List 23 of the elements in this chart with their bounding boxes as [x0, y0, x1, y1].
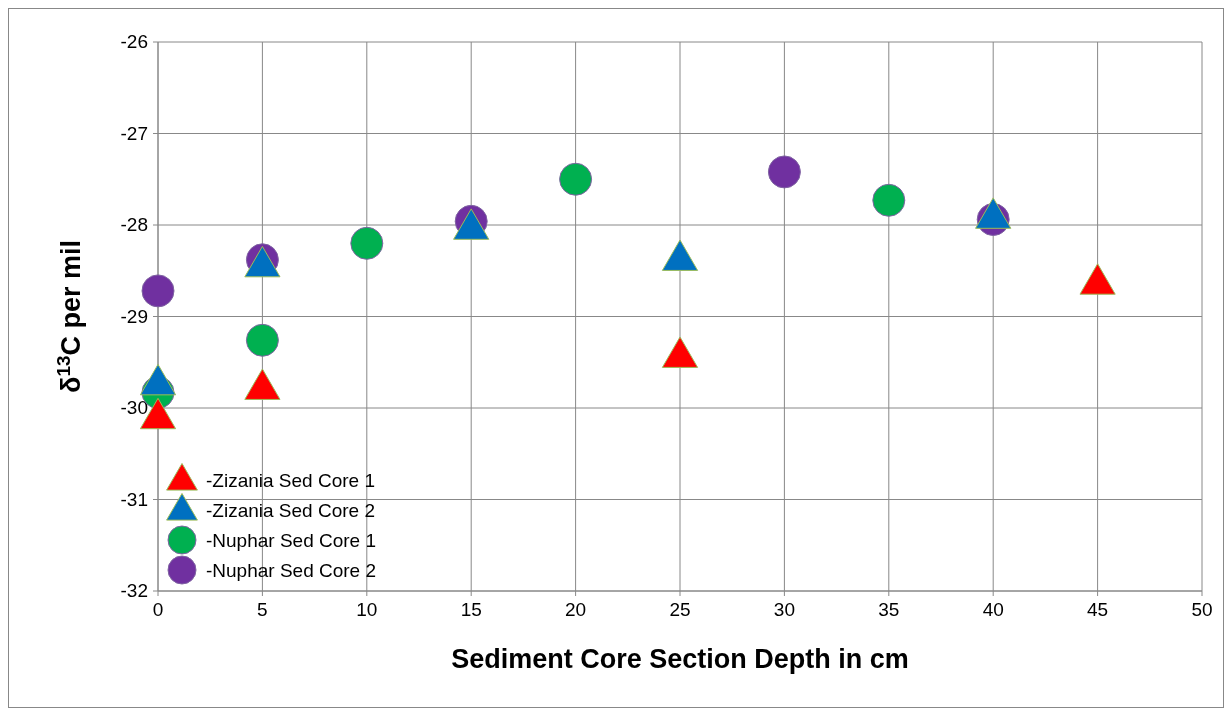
y-tick-label: -31 — [120, 488, 148, 510]
x-tick-label: 45 — [1087, 599, 1109, 620]
x-tick-label: 5 — [257, 599, 268, 620]
x-tick-label: 0 — [152, 599, 164, 620]
y-tick-label: -32 — [120, 580, 148, 601]
x-tick-label: 20 — [565, 599, 587, 620]
y-tick-label: -30 — [120, 397, 148, 418]
y-tick-label: -26 — [120, 31, 148, 52]
x-axis-title: Sediment Core Section Depth in cm — [451, 644, 909, 674]
legend-label: -Nuphar Sed Core 1 — [206, 530, 377, 551]
legend-label: -Nuphar Sed Core 2 — [206, 560, 377, 581]
y-tick-label: -28 — [120, 214, 148, 235]
legend-label: -Zizania Sed Core 1 — [206, 470, 375, 491]
x-tick-label: 10 — [356, 599, 378, 620]
y-tick-label: -29 — [120, 305, 148, 327]
x-tick-label: 50 — [1191, 599, 1213, 620]
x-tick-label: 30 — [773, 599, 795, 620]
x-tick-label: 40 — [982, 599, 1004, 620]
x-tick-label: 25 — [669, 599, 691, 620]
x-tick-label: 15 — [460, 599, 482, 620]
legend-label: -Zizania Sed Core 2 — [206, 500, 375, 521]
y-tick-label: -27 — [120, 122, 148, 144]
x-tick-label: 35 — [878, 599, 900, 620]
